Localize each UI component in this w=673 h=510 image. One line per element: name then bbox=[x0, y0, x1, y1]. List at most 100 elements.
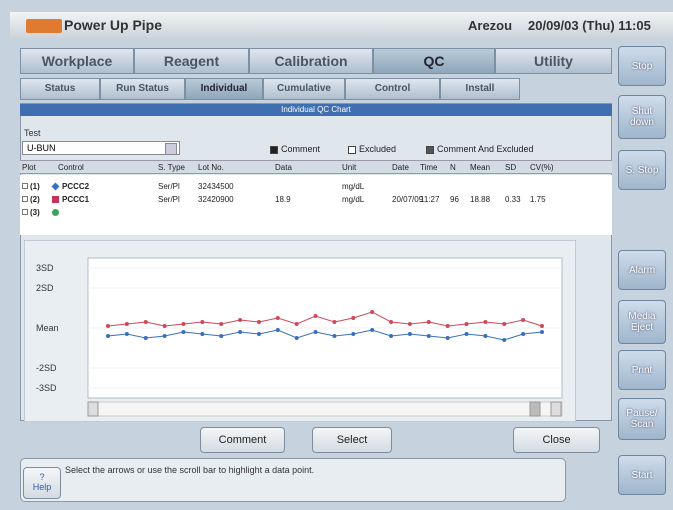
column-header: Unit bbox=[342, 163, 356, 172]
help-button[interactable]: ? Help bbox=[23, 467, 61, 499]
help-message: Select the arrows or use the scroll bar … bbox=[65, 465, 314, 475]
data-point bbox=[125, 322, 129, 326]
table-header bbox=[20, 160, 612, 174]
legend-label: Comment And Excluded bbox=[437, 144, 534, 154]
legend-swatch bbox=[426, 146, 434, 154]
table-cell: mg/dL bbox=[342, 195, 364, 204]
sub-tab[interactable]: Install bbox=[440, 78, 520, 100]
scroll-thumb[interactable] bbox=[530, 402, 540, 416]
side-button[interactable]: Alarm bbox=[618, 250, 666, 290]
data-point bbox=[446, 324, 450, 328]
row-checkbox[interactable] bbox=[22, 183, 28, 189]
table-cell: (2) bbox=[30, 195, 40, 204]
side-button[interactable]: Start bbox=[618, 455, 666, 495]
main-tab[interactable]: QC bbox=[373, 48, 495, 74]
legend-label: Comment bbox=[281, 144, 320, 154]
data-point bbox=[295, 322, 299, 326]
data-point bbox=[521, 332, 525, 336]
data-point bbox=[502, 322, 506, 326]
data-point bbox=[106, 324, 110, 328]
row-checkbox[interactable] bbox=[22, 196, 28, 202]
table-cell: mg/dL bbox=[342, 182, 364, 191]
table-cell: PCCC1 bbox=[62, 195, 89, 204]
main-tab[interactable]: Utility bbox=[495, 48, 612, 74]
user: Arezou bbox=[468, 18, 512, 33]
legend-label: Excluded bbox=[359, 144, 396, 154]
scroll-bar[interactable] bbox=[88, 402, 562, 416]
side-button[interactable]: Media Eject bbox=[618, 300, 666, 344]
control-icon bbox=[52, 209, 59, 216]
data-point bbox=[314, 314, 318, 318]
data-point bbox=[483, 320, 487, 324]
y-tick-label: 3SD bbox=[36, 263, 54, 273]
table-cell: 11:27 bbox=[420, 195, 439, 204]
column-header: Time bbox=[420, 163, 437, 172]
help-icon: ? bbox=[24, 472, 60, 482]
button[interactable]: Select bbox=[312, 427, 392, 453]
column-header: Control bbox=[58, 163, 84, 172]
sub-tab[interactable]: Run Status bbox=[100, 78, 185, 100]
column-header: Plot bbox=[22, 163, 36, 172]
table-cell: 32434500 bbox=[198, 182, 234, 191]
data-point bbox=[314, 330, 318, 334]
data-point bbox=[106, 334, 110, 338]
table-cell: (3) bbox=[30, 208, 40, 217]
y-tick-label: 2SD bbox=[36, 283, 54, 293]
sub-tab[interactable]: Individual bbox=[185, 78, 263, 100]
button[interactable]: Comment bbox=[200, 427, 285, 453]
data-point bbox=[295, 336, 299, 340]
app-icon bbox=[26, 19, 62, 33]
side-button[interactable]: Shut down bbox=[618, 95, 666, 139]
sub-tab[interactable]: Control bbox=[345, 78, 440, 100]
panel-title: Individual QC Chart bbox=[20, 104, 612, 116]
data-point bbox=[408, 322, 412, 326]
title-bar: Power Up Pipe Arezou 20/09/03 (Thu) 11:0… bbox=[10, 12, 673, 40]
data-point bbox=[163, 334, 167, 338]
table-body bbox=[20, 175, 612, 235]
data-point bbox=[238, 318, 242, 322]
y-tick-label: Mean bbox=[36, 323, 59, 333]
side-button[interactable]: Pause/ Scan bbox=[618, 398, 666, 440]
column-header: S. Type bbox=[158, 163, 185, 172]
help-label: Help bbox=[24, 482, 60, 492]
sub-tab[interactable]: Cumulative bbox=[263, 78, 345, 100]
y-tick-label: -3SD bbox=[36, 383, 57, 393]
column-header: Date bbox=[392, 163, 409, 172]
button[interactable]: Close bbox=[513, 427, 600, 453]
side-button[interactable]: Print bbox=[618, 350, 666, 390]
test-label: Test bbox=[24, 128, 41, 138]
help-area: ? Help Select the arrows or use the scro… bbox=[20, 458, 566, 502]
data-point bbox=[370, 328, 374, 332]
table-cell: 20/07/09 bbox=[392, 195, 423, 204]
table-cell: 18.88 bbox=[470, 195, 490, 204]
scroll-right[interactable] bbox=[551, 402, 561, 416]
test-dropdown[interactable]: U-BUN bbox=[22, 141, 180, 155]
row-checkbox[interactable] bbox=[22, 209, 28, 215]
data-point bbox=[144, 320, 148, 324]
screen: Power Up Pipe Arezou 20/09/03 (Thu) 11:0… bbox=[0, 0, 673, 510]
scroll-left[interactable] bbox=[88, 402, 98, 416]
data-point bbox=[408, 332, 412, 336]
legend-swatch bbox=[348, 146, 356, 154]
main-tab[interactable]: Calibration bbox=[249, 48, 373, 74]
data-point bbox=[351, 316, 355, 320]
side-button[interactable]: S. Stop bbox=[618, 150, 666, 190]
data-point bbox=[351, 332, 355, 336]
data-point bbox=[257, 320, 261, 324]
data-point bbox=[427, 320, 431, 324]
data-point bbox=[125, 332, 129, 336]
table-cell: 96 bbox=[450, 195, 459, 204]
main-tab[interactable]: Reagent bbox=[134, 48, 249, 74]
column-header: Mean bbox=[470, 163, 490, 172]
sub-tab[interactable]: Status bbox=[20, 78, 100, 100]
data-point bbox=[483, 334, 487, 338]
data-point bbox=[389, 320, 393, 324]
table-cell: Ser/Pl bbox=[158, 182, 180, 191]
main-tab[interactable]: Workplace bbox=[20, 48, 134, 74]
data-point bbox=[427, 334, 431, 338]
data-point bbox=[276, 328, 280, 332]
side-button[interactable]: Stop bbox=[618, 46, 666, 86]
control-icon bbox=[52, 196, 59, 203]
data-point bbox=[181, 330, 185, 334]
data-point bbox=[540, 330, 544, 334]
